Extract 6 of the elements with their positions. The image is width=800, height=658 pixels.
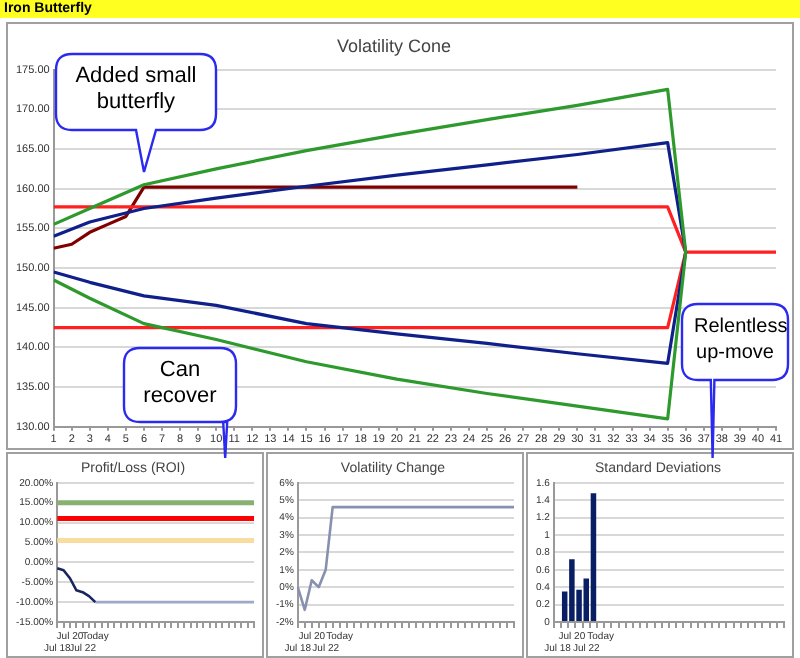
bar (569, 559, 575, 621)
bar (590, 493, 597, 621)
chart-title: Volatility Cone (336, 35, 452, 56)
annotation: Relentless up-move (694, 314, 788, 366)
annotation: Can recover (141, 358, 219, 410)
annotation: Added small butterfly (73, 64, 199, 116)
